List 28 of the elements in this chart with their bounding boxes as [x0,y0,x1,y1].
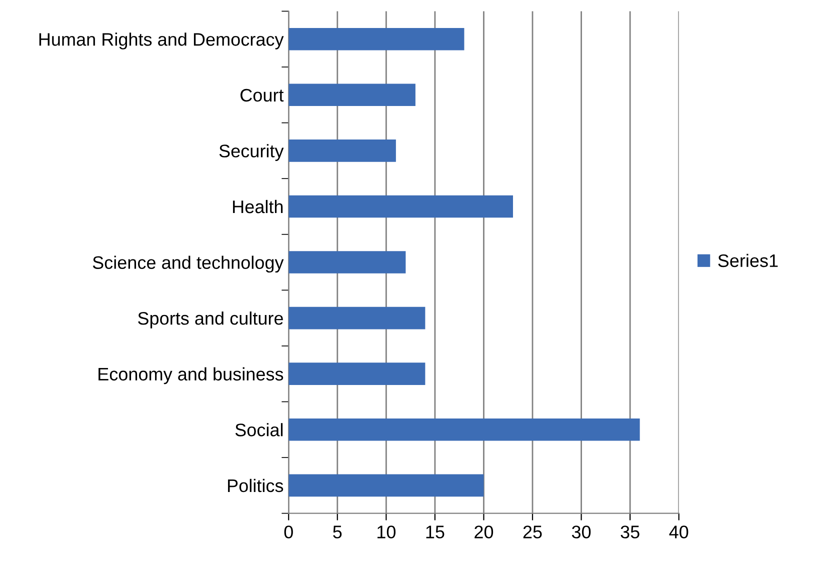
bar [288,362,426,385]
x-tick-label: 5 [333,526,342,538]
y-tick-label: Human Rights and Democracy [39,32,284,50]
x-tick-label: 0 [284,526,293,538]
bar [288,251,406,274]
bar [288,418,640,441]
y-tick-label: Sports and culture [138,312,283,328]
x-tick-label: 10 [378,526,396,538]
y-tick-label: Court [240,88,284,102]
y-tick-label: Economy and business [98,367,284,384]
bar [288,140,396,162]
x-tick-label: 25 [523,526,542,538]
legend-label: Series1 [718,254,778,268]
y-tick-label: Social [235,423,283,436]
x-tick-label: 35 [620,526,640,538]
x-tick-label: 30 [572,526,591,538]
x-tick-label: 40 [669,526,688,538]
bar [288,306,426,330]
y-tick-label: Security [219,144,284,161]
bar [288,28,464,50]
bar [288,84,416,106]
y-tick-label: Health [233,200,283,214]
bar [288,195,514,218]
x-tick-label: 15 [426,526,444,538]
x-tick-label: 20 [474,526,494,538]
y-tick-label: Politics [228,478,284,492]
y-tick-label: Science and technology [92,256,284,273]
bar [288,474,484,497]
